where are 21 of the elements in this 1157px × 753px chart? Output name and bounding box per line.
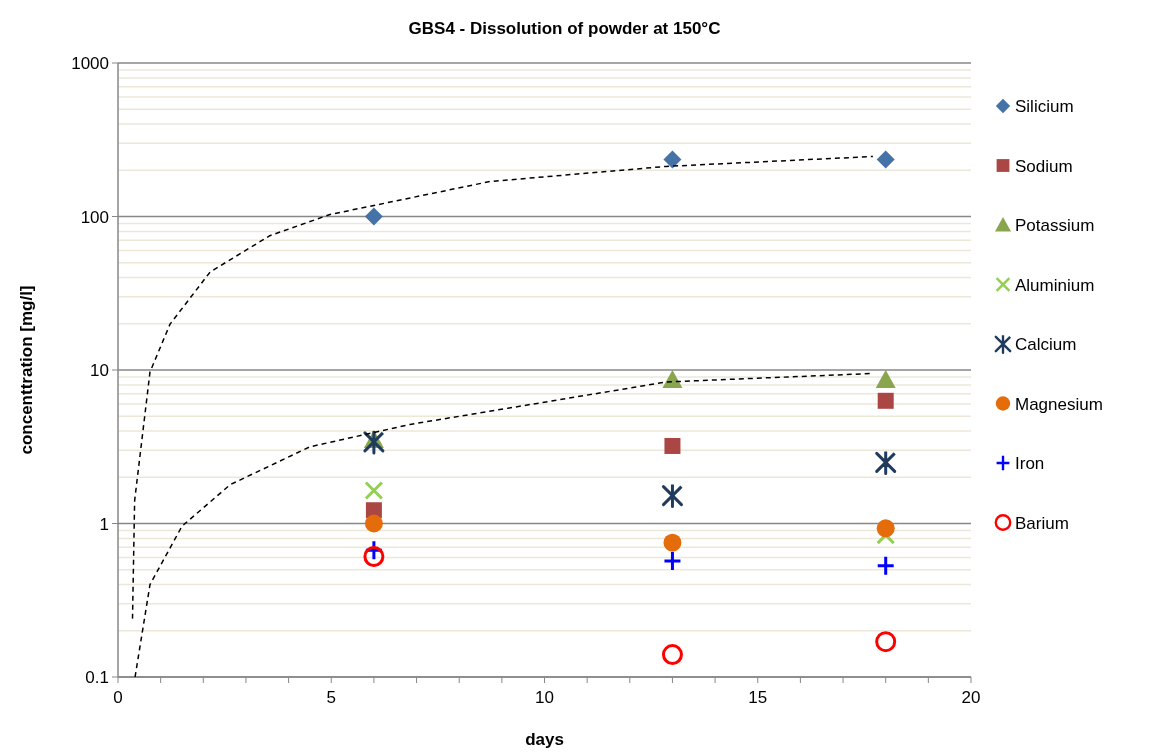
legend-label: Silicium	[1015, 97, 1074, 116]
x-tick-label: 20	[961, 688, 981, 707]
legend-label: Sodium	[1015, 156, 1073, 176]
legend-label: Potassium	[1015, 216, 1095, 235]
x-tick-label: 5	[326, 688, 336, 707]
y-tick-label: 1000	[71, 54, 109, 73]
x-tick-label: 15	[748, 688, 768, 707]
legend-label: Iron	[1015, 454, 1045, 473]
x-axis-title: days	[525, 730, 564, 749]
x-tick-label: 10	[535, 688, 554, 707]
legend-label: Calcium	[1015, 335, 1077, 354]
y-axis-title: concenttration [mg/l]	[17, 285, 36, 455]
legend-label: Barium	[1015, 513, 1069, 533]
y-tick-label: 100	[80, 207, 109, 227]
y-tick-label: 1	[99, 514, 109, 534]
y-tick-label: 0.1	[85, 668, 109, 687]
legend-label: Magnesium	[1015, 394, 1103, 414]
legend-label: Aluminium	[1015, 275, 1095, 295]
x-tick-label: 0	[113, 688, 123, 707]
y-tick-label: 10	[90, 361, 109, 380]
chart-title: GBS4 - Dissolution of powder at 150°C	[408, 19, 721, 38]
